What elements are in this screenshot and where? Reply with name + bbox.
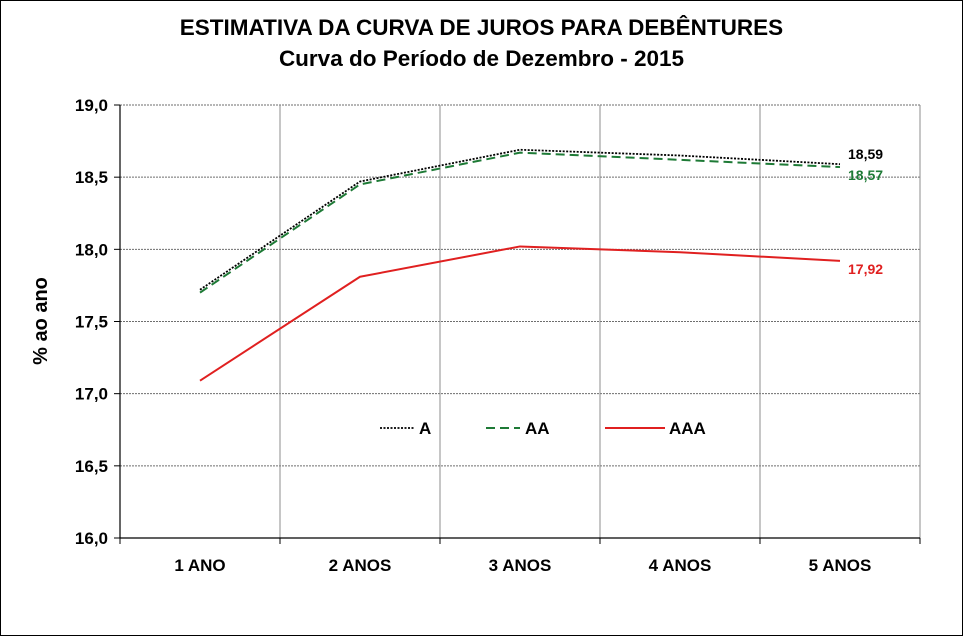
data-label-aa: 18,57 [848,167,883,183]
data-label-a: 18,59 [848,146,883,162]
legend-label-aaa: AAA [669,419,706,438]
y-tick-label: 17,5 [75,313,108,332]
series-line-a [199,148,841,291]
series-line-aa [199,151,841,294]
legend-label-a: A [419,419,431,438]
data-label-aaa: 17,92 [848,261,883,277]
y-tick-label: 17,0 [75,385,108,404]
y-axis-label: % ao ano [30,277,52,365]
y-tick-label: 16,0 [75,529,108,548]
y-tick-label: 19,0 [75,96,108,115]
grid-lines [120,104,921,538]
x-tick-label: 1 ANO [174,556,225,575]
legend: A AA AAA [380,419,706,438]
x-tick-label: 2 ANOS [329,556,392,575]
legend-label-aa: AA [525,419,550,438]
x-tick-label: 4 ANOS [649,556,712,575]
y-tick-label: 18,5 [75,168,108,187]
data-labels: 18,59 18,57 17,92 [848,146,883,277]
x-tick-label: 5 ANOS [809,556,872,575]
x-tick-label: 3 ANOS [489,556,552,575]
axes: 16,0 16,5 17,0 17,5 18,0 18,5 19,0 1 ANO 2 ANOS 3… [75,96,921,575]
chart-subtitle: Curva do Período de Dezembro - 2015 [278,46,685,71]
y-tick-label: 16,5 [75,457,108,476]
y-tick-label: 18,0 [75,240,108,259]
series-lines [199,148,841,382]
series-line-aaa [199,245,841,382]
chart-title: ESTIMATIVA DA CURVA DE JUROS PARA DEBÊNT… [179,15,784,40]
